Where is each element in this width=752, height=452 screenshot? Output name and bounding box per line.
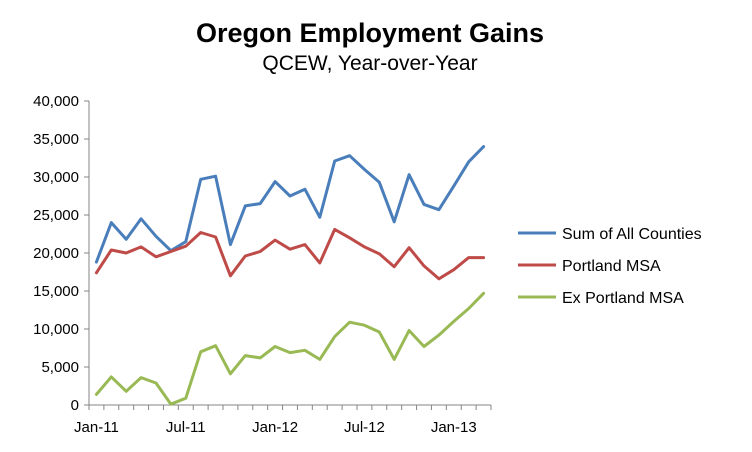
y-tick-label: 15,000 — [33, 283, 79, 300]
legend-label: Portland MSA — [562, 258, 661, 275]
series-line-1 — [94, 227, 486, 281]
legend-label: Ex Portland MSA — [562, 290, 684, 307]
legend-label: Sum of All Counties — [562, 226, 702, 243]
x-tick-label: Jan-13 — [431, 419, 477, 436]
y-tick-label: 20,000 — [33, 245, 79, 262]
chart-axes: 0 5,000 10,000 15,000 20,000 25,000 30,000 35,0… — [33, 93, 492, 436]
y-tick-label: 10,000 — [33, 321, 79, 338]
y-tick-label: 5,000 — [41, 359, 79, 376]
y-tick-label: 0 — [71, 397, 79, 414]
chart-title: Oregon Employment Gains — [195, 18, 545, 48]
x-tick-label: Jan-11 — [74, 419, 119, 436]
chart-subtitle: QCEW, Year-over-Year — [262, 52, 478, 75]
y-tick-label: 30,000 — [33, 169, 79, 186]
chart-plot-area — [94, 145, 486, 406]
y-tick-label: 40,000 — [33, 93, 79, 110]
series-line-0 — [94, 145, 486, 264]
series-line-2 — [94, 291, 486, 406]
x-tick-label: Jan-12 — [252, 419, 298, 436]
chart-legend: Sum of All Counties Portland MSA Ex Portla… — [518, 226, 702, 307]
x-tick-label: Jul-12 — [344, 419, 385, 436]
y-tick-label: 25,000 — [33, 207, 79, 224]
x-tick-label: Jul-11 — [166, 419, 206, 436]
y-tick-label: 35,000 — [33, 131, 79, 148]
